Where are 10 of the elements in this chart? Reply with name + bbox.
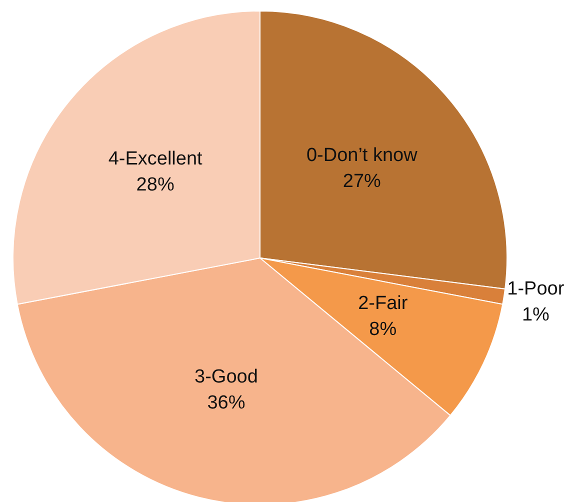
data-label: 8%: [369, 318, 397, 340]
slice-label: 1-Poor: [507, 278, 565, 300]
slice-label: 2-Fair: [358, 292, 408, 314]
slice-label: 0-Don’t know: [306, 145, 418, 166]
slice-label: 3-Good: [194, 366, 258, 388]
data-label: 27%: [342, 171, 382, 192]
data-label: 1%: [522, 304, 550, 326]
slice-label: 4-Excellent: [108, 148, 204, 170]
data-label: 28%: [136, 174, 174, 196]
data-label: 36%: [207, 392, 246, 414]
